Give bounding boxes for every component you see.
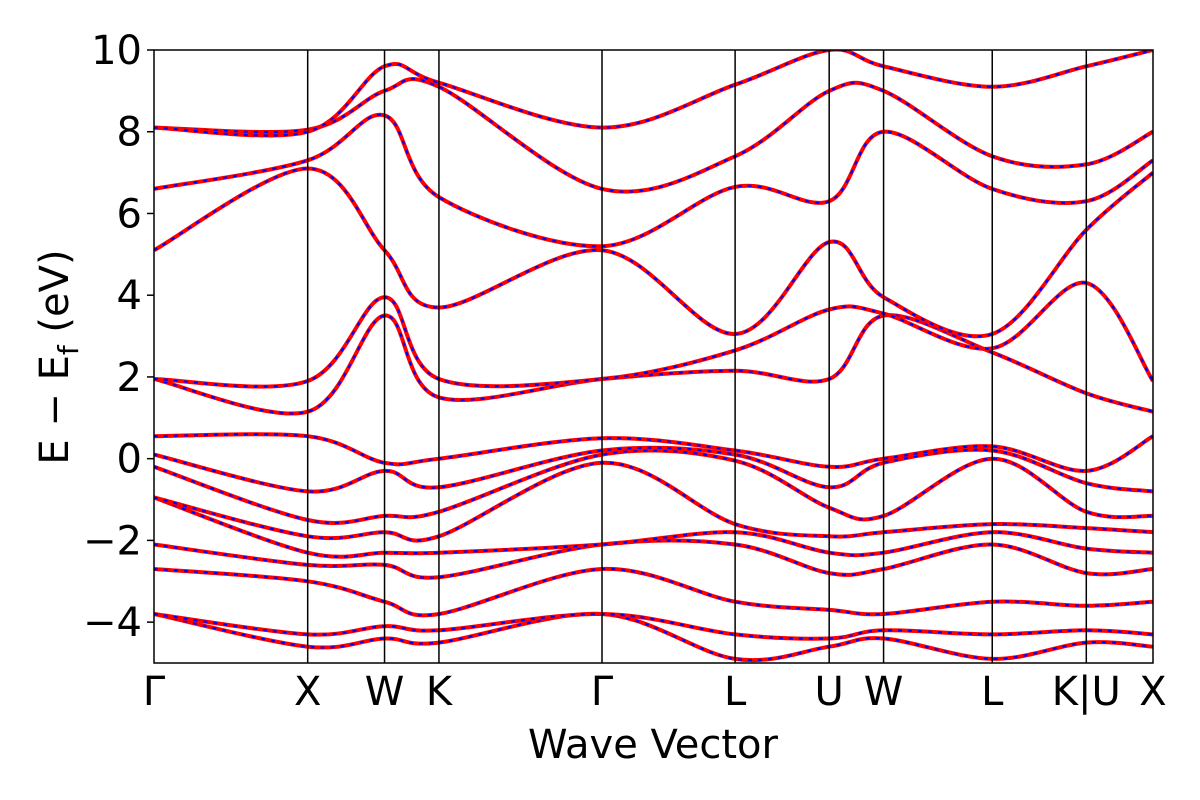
band-line-14 (154, 76, 1153, 194)
x-tick-label: Γ (143, 669, 166, 715)
band-line-dashed-14 (154, 77, 1153, 193)
x-tick-label: Γ (591, 669, 614, 715)
band-line-dashed-9 (154, 433, 1153, 473)
band-line-7 (154, 448, 1153, 525)
plot-frame (153, 49, 1154, 664)
x-tick-label: L (981, 669, 1004, 715)
x-axis-label: Wave Vector (528, 722, 779, 768)
x-tick-label: X (1139, 669, 1166, 715)
band-line-dashed-8 (154, 446, 1153, 493)
band-line-15 (154, 50, 1153, 138)
band-line-dashed-15 (154, 50, 1153, 137)
band-line-dashed-3 (154, 567, 1153, 617)
band-line-dashed-2 (154, 612, 1153, 640)
y-tick-label: −2 (83, 518, 142, 564)
x-tick-label: U (815, 669, 844, 715)
y-tick-label: 6 (117, 191, 142, 237)
x-tick-label: W (365, 669, 405, 715)
y-tick-label: 10 (91, 28, 142, 74)
y-ticks: −4 −2 0 2 4 6 8 10 (83, 28, 154, 646)
y-tick-label: 8 (117, 110, 142, 156)
x-tick-label: W (864, 669, 904, 715)
x-tick-label: L (724, 669, 747, 715)
x-tick-label: K (426, 669, 454, 715)
band-line-10 (154, 313, 1153, 416)
band-line-dashed-1 (154, 612, 1153, 662)
band-line-dashed-4 (154, 539, 1153, 579)
band-line-dashed-5 (154, 496, 1153, 558)
band-line-5 (154, 495, 1153, 559)
y-tick-label: 0 (117, 437, 142, 483)
band-line-dashed-7 (154, 449, 1153, 524)
band-line-dashed-13 (154, 113, 1153, 248)
bands-layer (154, 50, 1153, 663)
band-line-dashed-6 (154, 461, 1153, 542)
band-line-8 (154, 445, 1153, 494)
y-tick-label: 4 (117, 273, 142, 319)
x-tick-label: K|U (1052, 669, 1121, 715)
y-axis-label: E − Ef (eV) (32, 249, 85, 464)
band-line-4 (154, 538, 1153, 580)
y-tick-label: −4 (83, 600, 142, 646)
band-line-6 (154, 460, 1153, 543)
band-line-dashed-12 (154, 167, 1153, 338)
y-tick-label: 2 (117, 355, 142, 401)
x-tick-label: X (294, 669, 321, 715)
band-line-11 (154, 280, 1153, 389)
band-line-dashed-11 (154, 281, 1153, 388)
kpoint-lines (306, 50, 1088, 663)
x-ticks: Γ X W K Γ L U W L K|U X (143, 669, 1167, 715)
